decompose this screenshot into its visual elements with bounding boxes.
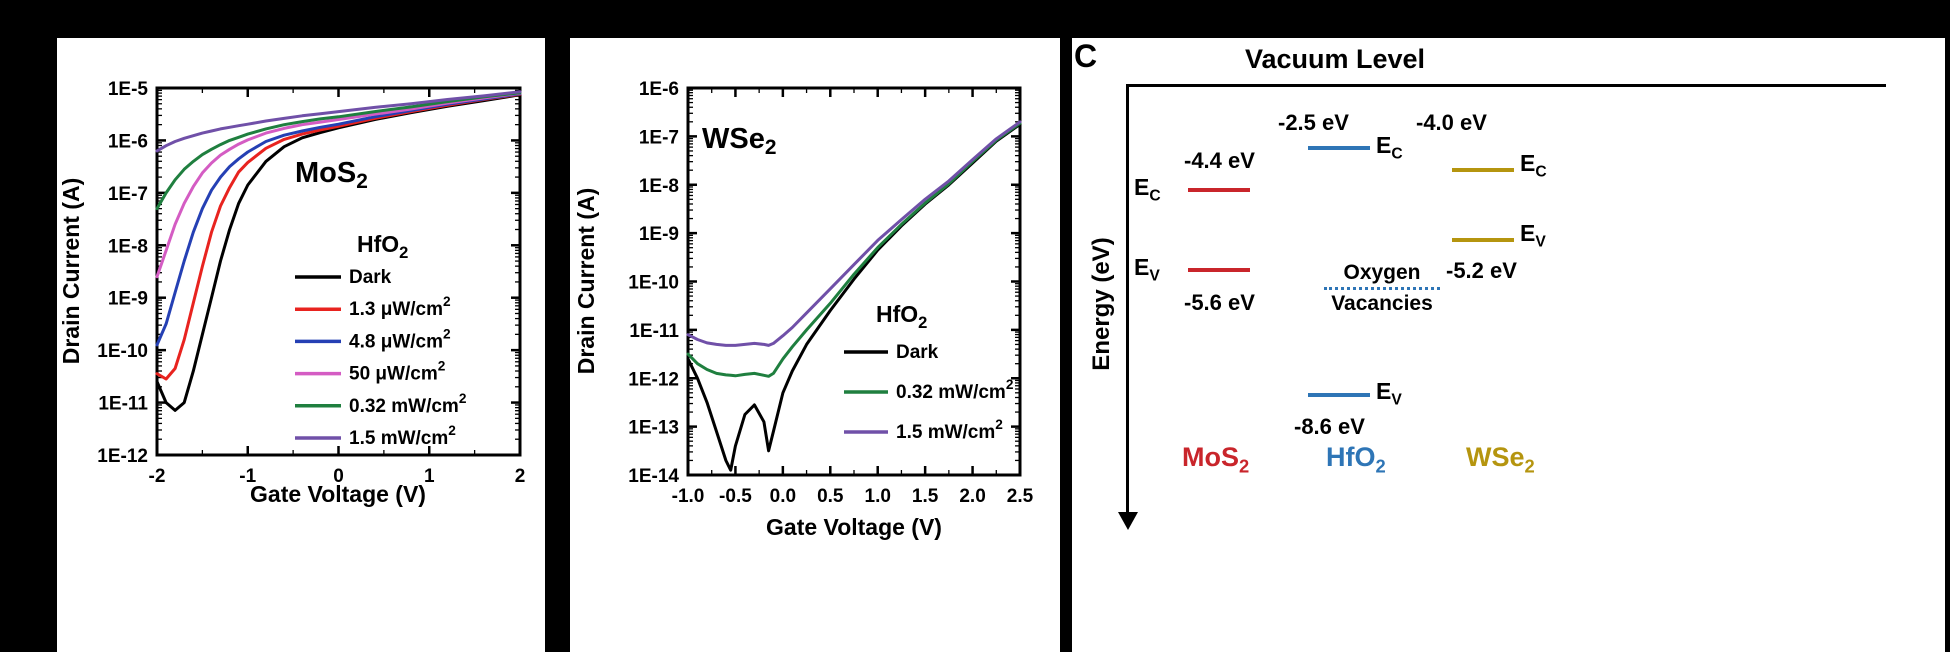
x-tick-label: 0.5 [817,486,844,507]
y-axis-label: Drain Current (A) [58,178,84,365]
legend-title: HfO2 [876,301,927,332]
oxygen-vacancies-line1: Oxygen [1343,261,1421,284]
energy-axis-label: Energy (eV) [1088,237,1115,371]
mos2-ec-symbol: EC [1134,174,1161,205]
vacuum-level-line [1126,84,1886,87]
mos2-ev-value: -5.6 eV [1184,290,1255,315]
x-tick-label: 2.0 [959,486,985,507]
y-tick-label: 1E-14 [628,466,679,487]
hfo2-material-label: HfO2 [1326,442,1386,477]
y-tick-label: 1E-6 [108,131,148,152]
mos2-transfer-curves-chart: 1E-5 1E-6 1E-7 1E-8 1E-9 1E-10 1E-11 1E-12-2 -1 0… [58,79,526,507]
x-tick-label: -2 [149,466,166,487]
hfo2-ec-line [1308,146,1370,150]
y-tick-label: 1E-9 [108,289,148,310]
x-axis-label: Gate Voltage (V) [766,514,942,540]
series-mos2-1 [155,92,522,381]
y-tick-label: 1E-10 [97,341,148,362]
legend-label: 1.5 mW/cm2 [896,417,1003,443]
legend-label: 1.3 μW/cm2 [349,294,451,320]
legend-label: 1.5 mW/cm2 [349,423,456,449]
mos2-ev-line [1188,268,1250,272]
wse2-ev-value: -5.2 eV [1446,258,1517,283]
wse2-material-label: WSe2 [1466,442,1535,477]
hfo2-ev-line [1308,393,1370,397]
x-tick-label: 1.5 [912,486,939,507]
x-tick-label: 0 [333,466,344,487]
chart-title: WSe2 [702,123,776,159]
legend-label: Dark [349,267,392,288]
series-wse2-2 [686,120,1022,347]
y-tick-label: 1E-8 [639,176,679,197]
legend-label: 0.32 mW/cm2 [349,391,467,417]
oxygen-vacancies-dotted-line [1324,287,1440,291]
y-tick-label: 1E-12 [97,446,148,467]
oxygen-vacancies-label: Oxygen Vacancies [1320,260,1444,318]
series-wse2-1 [686,121,1022,378]
y-tick-label: 1E-6 [639,79,679,100]
y-tick-label: 1E-12 [628,369,679,390]
hfo2-ev-value: -8.6 eV [1294,414,1365,439]
x-tick-label: 2.5 [1007,486,1034,507]
y-tick-label: 1E-9 [639,224,679,245]
wse2-ev-line [1452,238,1514,242]
x-tick-label: -1 [239,466,256,487]
legend-label: 50 μW/cm2 [349,359,446,385]
y-tick-label: 1E-5 [108,79,149,100]
x-tick-label: -0.5 [719,486,752,507]
y-tick-label: 1E-11 [629,321,679,342]
y-tick-label: 1E-10 [628,273,679,294]
panel-label-c: C [1074,38,1098,74]
wse2-chart-panel: 1E-6 1E-7 1E-8 1E-9 1E-10 1E-11 1E-12 1E-13 1E-1… [570,38,1060,652]
hfo2-ec-value: -2.5 eV [1278,110,1349,135]
wse2-ec-value: -4.0 eV [1416,110,1487,135]
y-tick-label: 1E-7 [108,184,148,205]
x-axis-label: Gate Voltage (V) [250,481,426,507]
legend-label: 0.32 mW/cm2 [896,377,1014,403]
band-diagram-panel: C Vacuum Level Energy (eV) -4.4 eV EC EV… [1072,38,1945,652]
legend-label: 4.8 μW/cm2 [349,326,451,352]
x-tick-label: 2 [515,466,526,487]
y-tick-label: 1E-13 [628,418,679,439]
series-wse2-0 [686,122,1022,472]
wse2-ev-symbol: EV [1520,220,1546,251]
series-mos2-5 [155,90,522,153]
mos2-ec-value: -4.4 eV [1184,148,1255,173]
series-mos2-4 [155,91,522,211]
wse2-ec-symbol: EC [1520,150,1547,181]
x-tick-label: 1 [424,466,435,487]
mos2-ec-line [1188,188,1250,192]
series-mos2-0 [155,93,522,412]
oxygen-vacancies-line2: Vacancies [1331,292,1433,316]
legend-title: HfO2 [357,231,408,262]
vacuum-level-title: Vacuum Level [1244,44,1426,74]
wse2-ec-line [1452,168,1514,172]
energy-axis-line [1126,84,1129,514]
x-tick-label: 0.0 [770,486,796,507]
series-mos2-2 [155,92,522,347]
y-axis-label: Drain Current (A) [573,188,599,375]
mos2-material-label: MoS2 [1182,442,1250,477]
x-tick-label: -1.0 [672,486,705,507]
mos2-chart-panel: 1E-5 1E-6 1E-7 1E-8 1E-9 1E-10 1E-11 1E-12 -2 -1 0… [57,38,545,652]
y-tick-label: 1E-8 [108,236,148,257]
energy-axis-arrowhead [1118,512,1138,530]
hfo2-ec-symbol: EC [1376,132,1403,163]
series-mos2-3 [155,91,522,279]
x-tick-label: 1.0 [865,486,891,507]
y-tick-label: 1E-11 [98,394,148,415]
mos2-ev-symbol: EV [1134,254,1160,285]
y-tick-label: 1E-7 [639,127,679,148]
wse2-transfer-curves-chart: 1E-6 1E-7 1E-8 1E-9 1E-10 1E-11 1E-12 1E-13 1E-1… [573,79,1034,540]
chart-title: MoS2 [295,157,368,193]
hfo2-ev-symbol: EV [1376,378,1402,409]
legend-label: Dark [896,342,939,363]
